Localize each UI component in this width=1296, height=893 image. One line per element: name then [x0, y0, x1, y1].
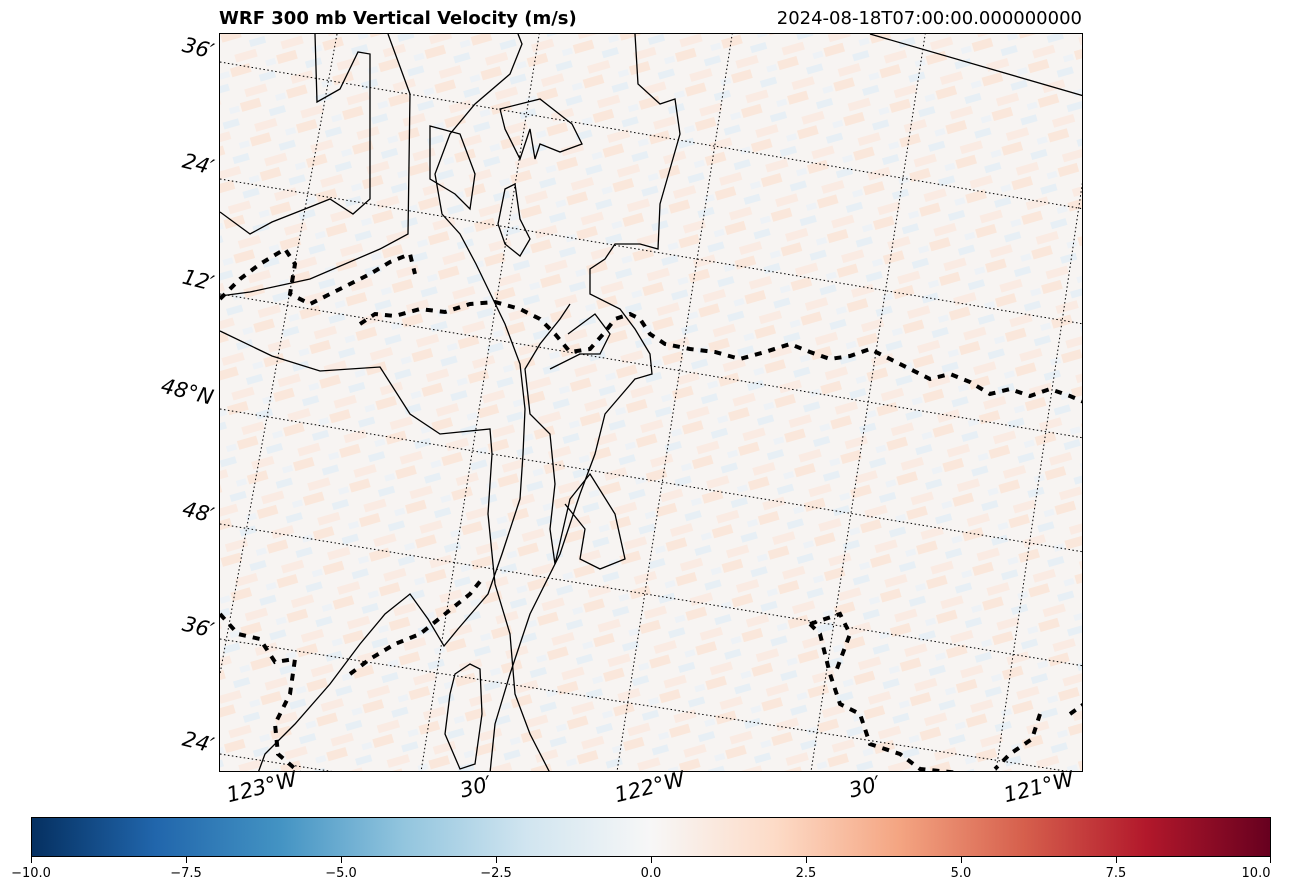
colorbar-tick	[341, 857, 342, 863]
colorbar-tick-label: −7.5	[170, 866, 202, 881]
lat-label: 36′	[179, 611, 216, 643]
map-panel	[219, 33, 1083, 772]
coastline	[499, 98, 583, 161]
lat-label: 24′	[179, 148, 216, 180]
lat-gridline	[220, 638, 1069, 771]
border-line	[809, 611, 853, 675]
lat-label: 48°N	[158, 373, 216, 410]
colorbar-tick-label: −10.0	[11, 866, 51, 881]
colorbar-tick	[961, 857, 962, 863]
coastline	[497, 183, 531, 257]
colorbar-tick-label: 7.5	[1105, 866, 1127, 881]
coastline	[869, 34, 1082, 97]
border-line	[348, 577, 484, 676]
lat-label: 12′	[179, 264, 216, 296]
lat-label: 36′	[179, 32, 216, 64]
lon-label: 30′	[846, 771, 883, 803]
colorbar-tick	[496, 857, 497, 863]
lon-gridline	[420, 34, 540, 771]
coastline	[444, 663, 483, 770]
coastline	[258, 34, 526, 771]
coastline	[524, 303, 626, 570]
colorbar-tick	[651, 857, 652, 863]
border-line	[220, 612, 301, 771]
colorbar-tick	[1270, 857, 1271, 863]
border-line	[220, 246, 417, 307]
velocity-field	[220, 34, 1082, 771]
colorbar-tick	[31, 857, 32, 863]
coastline	[220, 330, 550, 771]
colorbar	[31, 817, 1271, 857]
colorbar-tick-label: −5.0	[325, 866, 357, 881]
map-title: WRF 300 mb Vertical Velocity (m/s)	[219, 8, 577, 29]
coastline	[220, 34, 371, 235]
colorbar-tick-label: 0.0	[640, 866, 662, 881]
coastline	[429, 125, 476, 211]
lon-label: 30′	[457, 771, 494, 803]
graticule	[220, 34, 1082, 771]
lon-label: 123°W	[224, 766, 300, 808]
valid-time: 2024-08-18T07:00:00.000000000	[776, 8, 1082, 29]
border-line	[358, 299, 1082, 404]
coastline	[549, 313, 611, 370]
lon-gridline	[220, 34, 338, 675]
colorbar-tick-label: 10.0	[1241, 866, 1271, 881]
border-line	[1068, 702, 1082, 716]
colorbar-tick	[806, 857, 807, 863]
lon-label: 122°W	[612, 766, 688, 808]
colorbar-tick-label: 2.5	[795, 866, 817, 881]
lon-label: 121°W	[1001, 766, 1077, 808]
colorbar-tick	[186, 857, 187, 863]
colorbar-tick-label: 5.0	[950, 866, 972, 881]
border-lines	[220, 246, 1082, 771]
lat-label: 48′	[179, 496, 216, 528]
colorbar-tick-label: −2.5	[480, 866, 512, 881]
coastline	[220, 34, 411, 297]
colorbar-tick	[1116, 857, 1117, 863]
coastline	[489, 34, 681, 771]
coastlines	[220, 34, 1082, 771]
map-plot	[220, 34, 1082, 771]
lat-label: 24′	[179, 726, 216, 758]
